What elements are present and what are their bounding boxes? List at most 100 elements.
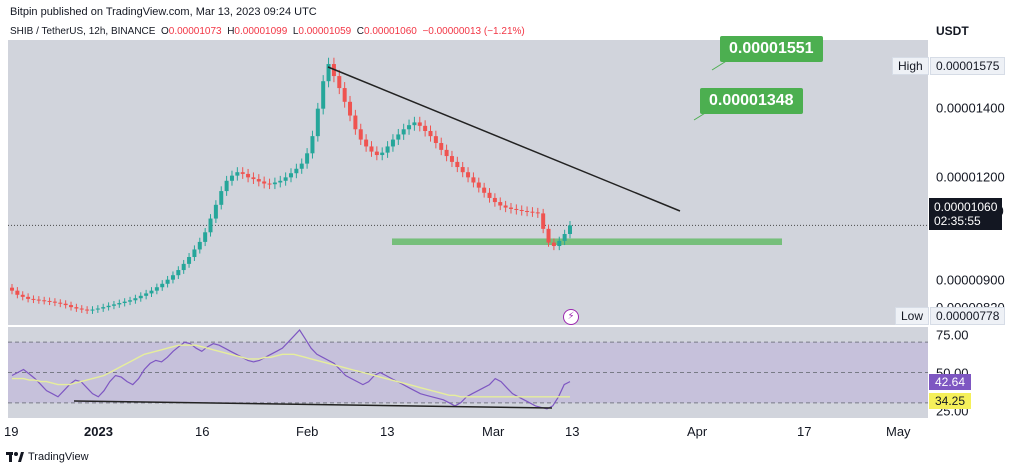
ohlc-legend: SHIB / TetherUS, 12h, BINANCE O0.0000107…: [10, 26, 525, 37]
candle-body: [482, 187, 487, 193]
currency-label: USDT: [936, 24, 969, 38]
candle-body: [10, 287, 14, 291]
candle-body: [551, 242, 556, 247]
candle-body: [144, 293, 149, 296]
candle-body: [449, 156, 454, 162]
lightning-icon[interactable]: ⚡: [563, 309, 579, 325]
candle-body: [187, 257, 192, 264]
close-key: C: [356, 26, 365, 37]
target-label-1: 0.00001551: [720, 36, 823, 62]
candle-body: [530, 211, 535, 213]
candle-body: [289, 173, 293, 178]
candle-body: [15, 290, 20, 295]
candle-body: [401, 129, 406, 135]
candle-body: [380, 152, 385, 156]
price-pane-bg: [8, 40, 928, 325]
candle-body: [101, 307, 106, 309]
candle-body: [315, 108, 320, 137]
high-value-ohlc: 0.00001099: [234, 26, 288, 37]
date-tick-label-3: Feb: [296, 424, 318, 439]
close-value-ohlc: 0.00001060: [364, 26, 417, 37]
candle-body: [439, 143, 444, 150]
tradingview-brand[interactable]: TradingView: [6, 451, 89, 463]
low-label: Low: [895, 307, 930, 325]
candle-body: [36, 299, 41, 301]
tradingview-label: TradingView: [28, 451, 89, 463]
candle-body: [503, 205, 508, 208]
rsi-tick-label-0: 75.00: [936, 328, 969, 343]
price-tick-label-3: 0.00000900: [936, 272, 1005, 287]
price-tick-label-0: 0.00001400: [936, 101, 1005, 116]
candle-body: [63, 303, 68, 306]
change-value: −0.00000013 (−1.21%): [422, 26, 525, 37]
high-value: 0.00001575: [930, 57, 1006, 75]
candle-body: [364, 139, 369, 147]
rsi-ma-line: [12, 344, 570, 398]
candle-body: [213, 204, 218, 219]
candle-body: [428, 130, 433, 137]
candle-body: [256, 179, 261, 182]
candle-body: [476, 182, 481, 188]
candle-body: [471, 177, 476, 183]
rsi-divergence-line: [73, 400, 553, 409]
candle-body: [262, 181, 267, 184]
candle-body: [224, 180, 229, 192]
candle-body: [519, 209, 524, 211]
price-tick-label-1: 0.00001200: [936, 169, 1005, 184]
candle-body: [508, 207, 513, 209]
candle-body: [390, 139, 395, 147]
candle-body: [122, 301, 127, 304]
candle-body: [31, 298, 36, 300]
support-zone: [392, 238, 782, 245]
open-key: O: [161, 26, 169, 37]
candle-body: [348, 101, 353, 116]
candle-body: [235, 172, 240, 176]
candle-body: [337, 76, 342, 89]
candle-body: [562, 234, 567, 241]
candle-body: [272, 182, 277, 185]
date-tick-label-4: 13: [380, 424, 394, 439]
current-price-tag: 0.00001060 02:35:55: [929, 198, 1003, 230]
candle-body: [466, 172, 471, 178]
candle-body: [111, 304, 116, 306]
candle-body: [197, 241, 202, 250]
candle-body: [278, 180, 283, 183]
high-key: H: [227, 26, 235, 37]
high-label: High: [892, 57, 929, 75]
candle-body: [47, 300, 52, 302]
target-label-2: 0.00001348: [700, 88, 803, 114]
candle-body: [535, 212, 540, 214]
candle-body: [498, 202, 503, 206]
candle-body: [58, 302, 63, 304]
candle-body: [321, 81, 326, 109]
candle-body: [353, 115, 358, 130]
candle-body: [460, 167, 465, 173]
date-tick-label-9: May: [886, 424, 911, 439]
low-value: 0.00000778: [930, 307, 1006, 325]
low-key: L: [292, 26, 299, 37]
candle-body: [117, 303, 122, 305]
candle-body: [69, 305, 74, 308]
candle-body: [433, 136, 438, 144]
candle-body: [251, 177, 256, 180]
candle-body: [417, 122, 422, 126]
rsi-line: [11, 329, 571, 410]
candle-body: [358, 129, 363, 140]
candle-body: [26, 296, 31, 299]
date-tick-label-2: 16: [195, 424, 209, 439]
candle-body: [396, 134, 401, 140]
candle-body: [170, 275, 175, 280]
rsi-ma-value-tag: 34.25: [929, 393, 972, 409]
candle-body: [305, 153, 310, 164]
date-tick-label-1: 2023: [84, 424, 113, 439]
date-tick-label-6: 13: [565, 424, 579, 439]
candle-body: [546, 228, 551, 243]
published-note: Bitpin published on TradingView.com, Mar…: [10, 6, 317, 18]
candle-body: [138, 295, 143, 299]
countdown: 02:35:55: [934, 214, 981, 228]
candle-body: [95, 308, 100, 310]
candle-body: [299, 163, 304, 169]
candle-body: [294, 168, 299, 174]
candle-body: [541, 213, 546, 229]
candle-body: [514, 208, 519, 210]
